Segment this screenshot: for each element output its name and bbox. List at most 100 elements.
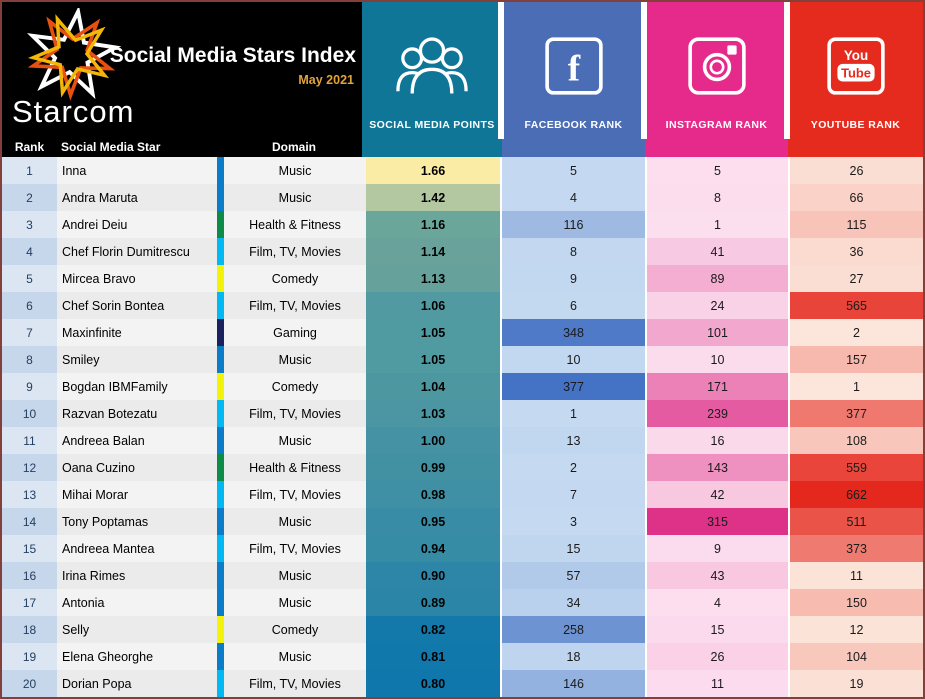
domain-cell: Music bbox=[224, 589, 366, 616]
points-cell: 0.95 bbox=[366, 508, 500, 535]
instagram-rank-cell: 4 bbox=[647, 589, 788, 616]
instagram-rank-cell: 10 bbox=[647, 346, 788, 373]
table-row: 8 Smiley Music 1.05 10 10 157 bbox=[2, 346, 923, 373]
column-header-social-media-points: SOCIAL MEDIA POINTS bbox=[362, 2, 502, 157]
points-cell: 1.05 bbox=[366, 346, 500, 373]
rank-cell: 19 bbox=[2, 643, 57, 670]
rank-cell: 14 bbox=[2, 508, 57, 535]
domain-cell: Film, TV, Movies bbox=[224, 535, 366, 562]
youtube-rank-cell: 19 bbox=[790, 670, 923, 697]
facebook-rank-cell: 348 bbox=[502, 319, 645, 346]
facebook-rank-cell: 2 bbox=[502, 454, 645, 481]
domain-color-stripe bbox=[217, 346, 224, 373]
domain-cell: Film, TV, Movies bbox=[224, 400, 366, 427]
facebook-rank-cell: 116 bbox=[502, 211, 645, 238]
table-row: 5 Mircea Bravo Comedy 1.13 9 89 27 bbox=[2, 265, 923, 292]
points-cell: 0.81 bbox=[366, 643, 500, 670]
points-cell: 0.94 bbox=[366, 535, 500, 562]
domain-cell: Film, TV, Movies bbox=[224, 481, 366, 508]
facebook-rank-cell: 377 bbox=[502, 373, 645, 400]
domain-color-stripe bbox=[217, 643, 224, 670]
facebook-rank-cell: 6 bbox=[502, 292, 645, 319]
instagram-rank-cell: 43 bbox=[647, 562, 788, 589]
rank-cell: 12 bbox=[2, 454, 57, 481]
facebook-rank-cell: 9 bbox=[502, 265, 645, 292]
starcom-star-logo-icon bbox=[27, 8, 122, 101]
facebook-column-label: FACEBOOK RANK bbox=[524, 119, 623, 131]
table-body: 1 Inna Music 1.66 5 5 26 2 Andra Maruta Music 1.42… bbox=[2, 157, 923, 697]
youtube-icon: You Tube bbox=[788, 20, 923, 112]
points-cell: 1.00 bbox=[366, 427, 500, 454]
table-row: 10 Razvan Botezatu Film, TV, Movies 1.03 1 23… bbox=[2, 400, 923, 427]
facebook-rank-cell: 13 bbox=[502, 427, 645, 454]
table-row: 11 Andreea Balan Music 1.00 13 16 108 bbox=[2, 427, 923, 454]
rank-cell: 7 bbox=[2, 319, 57, 346]
rank-cell: 5 bbox=[2, 265, 57, 292]
star-name-cell: Maxinfinite bbox=[57, 319, 217, 346]
points-cell: 1.66 bbox=[366, 157, 500, 184]
instagram-rank-cell: 315 bbox=[647, 508, 788, 535]
domain-color-stripe bbox=[217, 535, 224, 562]
domain-cell: Music bbox=[224, 157, 366, 184]
domain-color-stripe bbox=[217, 508, 224, 535]
points-cell: 1.05 bbox=[366, 319, 500, 346]
star-name-cell: Oana Cuzino bbox=[57, 454, 217, 481]
youtube-rank-cell: 108 bbox=[790, 427, 923, 454]
star-name-cell: Razvan Botezatu bbox=[57, 400, 217, 427]
domain-color-stripe bbox=[217, 400, 224, 427]
youtube-rank-cell: 36 bbox=[790, 238, 923, 265]
facebook-rank-cell: 10 bbox=[502, 346, 645, 373]
rank-cell: 13 bbox=[2, 481, 57, 508]
domain-color-stripe bbox=[217, 238, 224, 265]
star-name-cell: Chef Florin Dumitrescu bbox=[57, 238, 217, 265]
rank-cell: 10 bbox=[2, 400, 57, 427]
star-name-cell: Andreea Mantea bbox=[57, 535, 217, 562]
table-row: 2 Andra Maruta Music 1.42 4 8 66 bbox=[2, 184, 923, 211]
points-cell: 0.80 bbox=[366, 670, 500, 697]
facebook-rank-cell: 5 bbox=[502, 157, 645, 184]
table-row: 6 Chef Sorin Bontea Film, TV, Movies 1.06 6 2… bbox=[2, 292, 923, 319]
youtube-rank-cell: 157 bbox=[790, 346, 923, 373]
domain-color-stripe bbox=[217, 562, 224, 589]
facebook-rank-cell: 1 bbox=[502, 400, 645, 427]
rank-cell: 9 bbox=[2, 373, 57, 400]
report-month: May 2021 bbox=[298, 73, 354, 87]
star-name-cell: Mihai Morar bbox=[57, 481, 217, 508]
youtube-rank-cell: 27 bbox=[790, 265, 923, 292]
points-cell: 1.42 bbox=[366, 184, 500, 211]
instagram-rank-cell: 1 bbox=[647, 211, 788, 238]
instagram-rank-cell: 16 bbox=[647, 427, 788, 454]
star-name-cell: Antonia bbox=[57, 589, 217, 616]
rank-cell: 18 bbox=[2, 616, 57, 643]
points-cell: 0.98 bbox=[366, 481, 500, 508]
instagram-rank-cell: 41 bbox=[647, 238, 788, 265]
facebook-rank-cell: 18 bbox=[502, 643, 645, 670]
facebook-rank-cell: 15 bbox=[502, 535, 645, 562]
points-cell: 0.89 bbox=[366, 589, 500, 616]
domain-cell: Comedy bbox=[224, 616, 366, 643]
instagram-column-label: INSTAGRAM RANK bbox=[665, 119, 768, 131]
svg-text:f: f bbox=[567, 48, 580, 89]
domain-cell: Music bbox=[224, 643, 366, 670]
youtube-rank-cell: 565 bbox=[790, 292, 923, 319]
facebook-rank-cell: 3 bbox=[502, 508, 645, 535]
rank-cell: 6 bbox=[2, 292, 57, 319]
star-name-cell: Irina Rimes bbox=[57, 562, 217, 589]
people-group-icon bbox=[362, 20, 502, 112]
rank-cell: 3 bbox=[2, 211, 57, 238]
points-column-label: SOCIAL MEDIA POINTS bbox=[369, 119, 495, 131]
facebook-rank-cell: 8 bbox=[502, 238, 645, 265]
domain-color-stripe bbox=[217, 373, 224, 400]
facebook-rank-cell: 4 bbox=[502, 184, 645, 211]
table-row: 15 Andreea Mantea Film, TV, Movies 0.94 15 9 3… bbox=[2, 535, 923, 562]
points-cell: 1.16 bbox=[366, 211, 500, 238]
instagram-rank-cell: 42 bbox=[647, 481, 788, 508]
column-header-facebook: f FACEBOOK RANK bbox=[502, 2, 645, 157]
brand-name: Starcom bbox=[12, 94, 135, 129]
domain-cell: Film, TV, Movies bbox=[224, 670, 366, 697]
star-name-cell: Andra Maruta bbox=[57, 184, 217, 211]
instagram-rank-cell: 26 bbox=[647, 643, 788, 670]
domain-color-stripe bbox=[217, 319, 224, 346]
table-row: 14 Tony Poptamas Music 0.95 3 315 511 bbox=[2, 508, 923, 535]
